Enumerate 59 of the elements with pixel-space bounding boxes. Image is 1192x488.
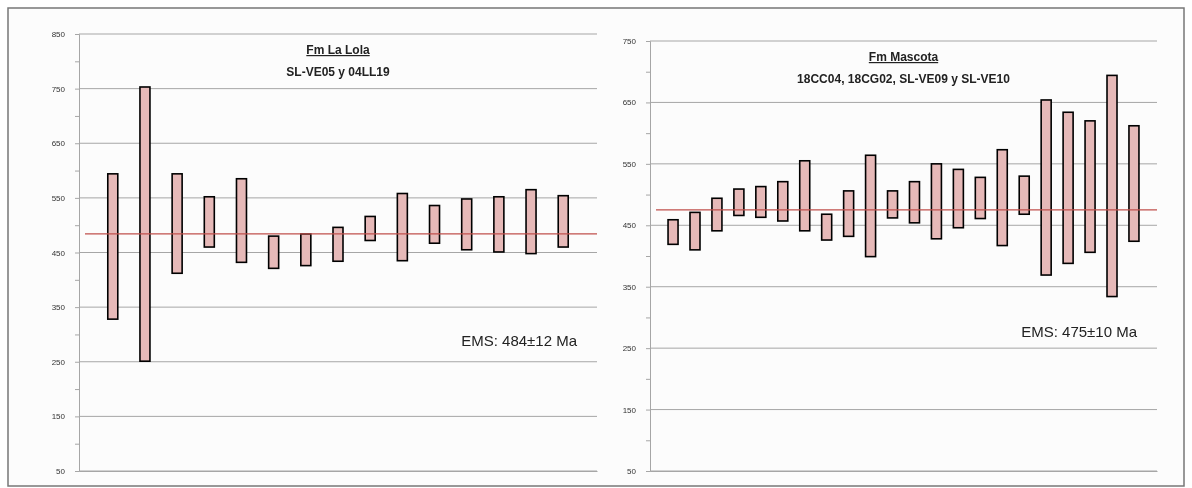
bar [460,198,473,251]
bar [842,190,855,238]
y-tick-label: 150 [622,405,637,415]
y-tick-label: 250 [622,344,637,354]
y-tick-label: 550 [622,159,637,169]
bar [776,180,789,222]
bar [1062,111,1074,265]
bar [886,190,899,219]
bar [1084,120,1096,254]
bar [820,213,833,241]
bar [1040,99,1052,276]
bar [106,173,119,320]
bar [930,163,943,240]
text: 18CC04, 18CG02, SL-VE09 y SL-VE10 [797,72,1011,86]
bar [396,192,409,262]
y-tick-label: 550 [51,193,66,203]
text: Fm Mascota [868,50,939,64]
bar [1106,74,1118,298]
bar [996,148,1009,247]
bar [493,195,505,253]
y-tick-label: 350 [51,303,66,313]
bar [235,177,248,264]
y-tick-label: 50 [627,467,637,477]
bar [864,154,877,258]
text: Fm La Lola [306,43,370,57]
y-tick-label: 750 [622,37,637,47]
y-tick-label: 750 [51,84,66,94]
bar [332,226,344,263]
text: SL-VE05 y 04LL19 [286,65,391,79]
y-tick-label: 850 [51,30,66,40]
annotation: EMS: 484±12 Ma [461,332,578,349]
annotation: EMS: 475±10 Ma [1021,323,1138,340]
bar [908,180,921,224]
bar [1128,124,1140,243]
y-tick-label: 650 [51,139,66,149]
bar [139,86,151,362]
y-tick-label: 50 [56,467,66,477]
bar [711,197,723,232]
y-tick-label: 650 [622,98,637,108]
y-tick-label: 150 [51,412,66,422]
bar [428,204,441,245]
bar [171,173,183,275]
bar [525,188,537,255]
bar [557,194,570,248]
bar [300,233,312,267]
bar [667,218,679,246]
bar [755,185,767,219]
bar [203,195,216,248]
y-tick-label: 350 [622,282,637,292]
bar [364,215,376,242]
bar [1018,175,1031,216]
y-tick-label: 450 [51,248,66,258]
bar [267,235,280,270]
bar [689,211,701,251]
y-tick-label: 450 [622,221,637,231]
bar [952,168,965,229]
bar [733,188,745,217]
bar [798,159,811,232]
y-tick-label: 250 [51,357,66,367]
